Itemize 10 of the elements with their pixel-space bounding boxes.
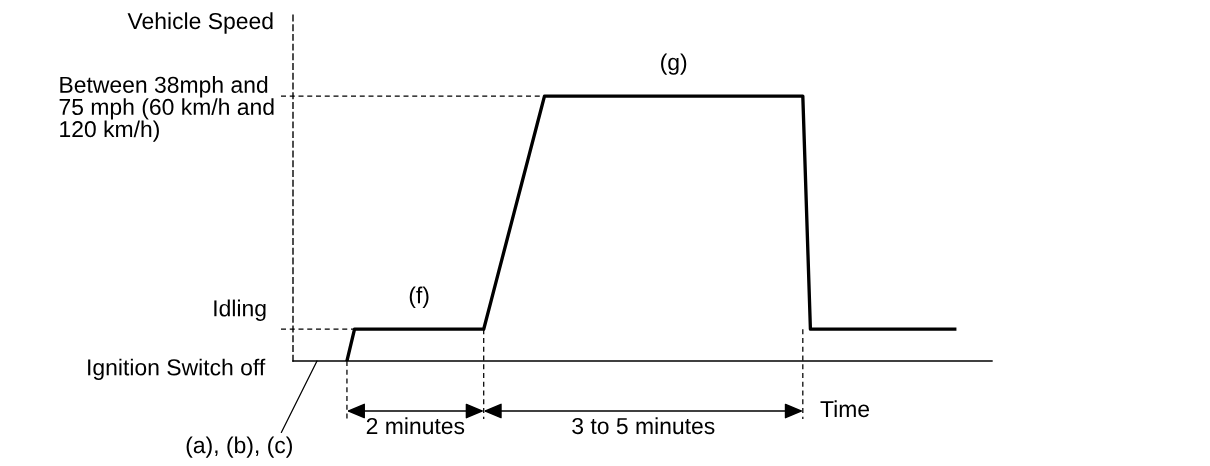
y-axis-title: Vehicle Speed — [127, 12, 273, 34]
text: (a), (b), (c) — [186, 436, 292, 458]
annotation: (g) — [661, 53, 687, 75]
annotation: (f) — [409, 286, 429, 308]
text: Ignition Switch off — [88, 358, 266, 381]
text: 3 to 5 minutes — [572, 417, 715, 435]
x-axis-title: Time — [820, 400, 870, 418]
ref-line-label: Idling — [214, 299, 266, 321]
ref-line-label: Between 38mph and 75 mph (60 km/h and 120 km/h) — [59, 76, 274, 142]
text: 2 minutes — [366, 417, 465, 435]
